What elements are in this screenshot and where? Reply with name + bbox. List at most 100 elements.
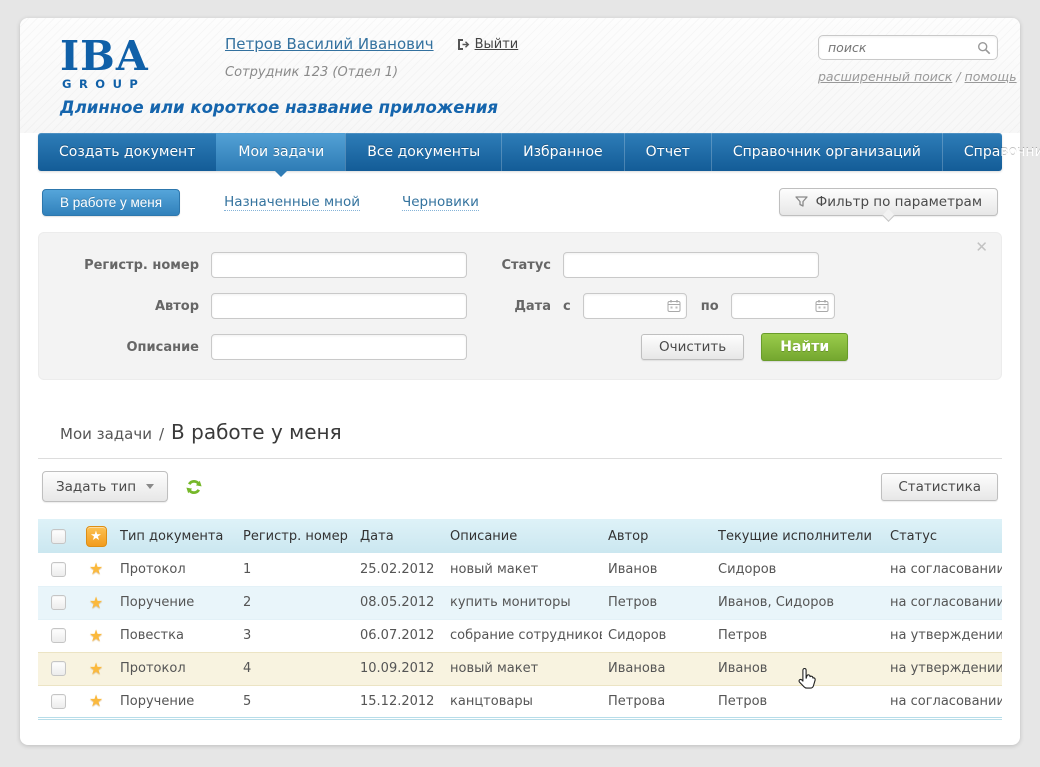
nav-tab-all-documents[interactable]: Все документы <box>345 133 501 171</box>
row-checkbox[interactable] <box>50 693 66 709</box>
table-row[interactable]: ★ Протокол 1 25.02.2012 новый макет Иван… <box>38 553 1002 586</box>
cell-status: на согласовании <box>890 693 1002 709</box>
nav-tab-org-directory[interactable]: Справочник организаций <box>710 133 942 171</box>
subnav-tab-in-my-work[interactable]: В работе у меня <box>42 188 181 216</box>
nav-tab-my-tasks[interactable]: Мои задачи <box>216 133 346 177</box>
cell-author: Петров <box>608 595 658 610</box>
advanced-search-link[interactable]: расширенный поиск <box>818 69 953 84</box>
iba-logo[interactable]: IBA GROUP <box>60 32 149 92</box>
cell-date: 08.05.2012 <box>360 595 435 610</box>
author-field[interactable] <box>211 293 467 319</box>
cell-date: 15.12.2012 <box>360 693 435 709</box>
logo-subtext: GROUP <box>62 77 146 91</box>
cell-date: 10.09.2012 <box>360 661 435 676</box>
table-row[interactable]: ★ Повестка 3 06.07.2012 собрание сотрудн… <box>38 619 1002 652</box>
subnav-tab-assigned-by-me[interactable]: Назначенные мной <box>224 193 360 211</box>
table-row[interactable]: ★ Поручение 2 08.05.2012 купить мониторы… <box>38 586 1002 619</box>
calendar-icon[interactable] <box>815 299 829 313</box>
cell-desc: новый макет <box>450 561 539 577</box>
links-separator: / <box>956 69 961 84</box>
date-to-label: по <box>700 298 719 314</box>
table-row[interactable]: ★ Поручение 5 15.12.2012 канцтовары Петр… <box>38 685 1002 718</box>
toolbar: Задать тип Статистика <box>42 471 998 502</box>
cell-type: Поручение <box>120 693 195 709</box>
row-checkbox[interactable] <box>50 628 66 643</box>
row-checkbox[interactable] <box>50 561 66 577</box>
chevron-down-icon <box>146 484 155 493</box>
row-checkbox[interactable] <box>50 595 66 610</box>
search-icon[interactable] <box>977 40 991 59</box>
search-links: расширенный поиск / помощь <box>818 69 1017 84</box>
breadcrumb-parent: Мои задачи <box>60 425 152 443</box>
app-title: Длинное или короткое название приложения <box>60 98 499 117</box>
row-checkbox[interactable] <box>50 661 66 676</box>
cell-type: Поручение <box>120 595 195 610</box>
star-icon[interactable]: ★ <box>88 559 104 579</box>
search-input[interactable] <box>818 35 998 60</box>
nav-tab-report[interactable]: Отчет <box>623 133 711 171</box>
nav-tab-directories[interactable]: Справочники <box>941 133 1040 171</box>
column-header-desc[interactable]: Описание <box>444 519 602 553</box>
select-all-checkbox[interactable] <box>50 528 66 544</box>
subnav-tab-drafts[interactable]: Черновики <box>402 193 479 211</box>
breadcrumb-separator: / <box>158 425 165 443</box>
divider <box>38 458 1002 459</box>
logo-text: IBA <box>60 32 149 80</box>
filter-icon <box>794 196 808 208</box>
cell-executors: Петров <box>718 693 768 709</box>
status-field[interactable] <box>563 252 819 278</box>
calendar-icon[interactable] <box>667 299 681 313</box>
close-icon[interactable]: ✕ <box>975 238 988 256</box>
cell-desc: новый макет <box>450 661 539 676</box>
nav-tab-favorites[interactable]: Избранное <box>501 133 624 171</box>
star-icon[interactable]: ★ <box>88 592 104 612</box>
cell-desc: канцтовары <box>450 693 533 709</box>
set-type-button[interactable]: Задать тип <box>42 471 169 502</box>
column-header-status[interactable]: Статус <box>884 519 1002 553</box>
filter-toggle-button[interactable]: Фильтр по параметрам <box>778 188 998 216</box>
clear-button[interactable]: Очистить <box>641 334 745 360</box>
page-title: В работе у меня <box>171 420 342 444</box>
column-header-author[interactable]: Автор <box>602 519 712 553</box>
table-header-row: ★ Тип документа Регистр. номер Дата Опис… <box>38 519 1002 553</box>
user-block: Петров Василий Иванович Выйти Сотрудник … <box>225 35 518 80</box>
cell-author: Иванов <box>608 561 658 577</box>
user-name-link[interactable]: Петров Василий Иванович <box>225 35 434 53</box>
reg-number-label: Регистр. номер <box>84 257 199 273</box>
description-label: Описание <box>126 339 199 355</box>
column-header-type[interactable]: Тип документа <box>114 519 237 553</box>
favorite-column-icon[interactable]: ★ <box>85 525 107 547</box>
refresh-icon[interactable] <box>185 478 203 496</box>
user-subtitle: Сотрудник 123 (Отдел 1) <box>225 65 399 80</box>
cell-desc: купить мониторы <box>450 595 571 610</box>
reg-number-field[interactable] <box>211 252 467 278</box>
cell-reg: 3 <box>243 628 252 643</box>
column-header-reg[interactable]: Регистр. номер <box>237 519 354 553</box>
cell-desc: собрание сотрудников <box>450 628 602 643</box>
column-header-date[interactable]: Дата <box>354 519 444 553</box>
cell-executors: Иванов, Сидоров <box>718 595 835 610</box>
search-block: расширенный поиск / помощь <box>818 35 1017 84</box>
find-button[interactable]: Найти <box>761 333 849 361</box>
cell-type: Протокол <box>120 561 186 577</box>
date-from-label: с <box>563 298 571 314</box>
table-row-hovered[interactable]: ★ Протокол 4 10.09.2012 новый макет Иван… <box>38 652 1002 685</box>
cell-date: 06.07.2012 <box>360 628 435 643</box>
date-label: Дата <box>514 298 551 314</box>
cell-status: на согласовании <box>890 595 1002 610</box>
nav-tab-create-document[interactable]: Создать документ <box>59 144 196 160</box>
star-icon[interactable]: ★ <box>88 658 104 678</box>
cell-executors: Иванов <box>718 661 768 676</box>
description-field[interactable] <box>211 334 467 360</box>
subnav: В работе у меня Назначенные мной Чернови… <box>42 188 998 216</box>
column-header-executors[interactable]: Текущие исполнители <box>712 519 884 553</box>
star-icon[interactable]: ★ <box>88 691 104 710</box>
cell-reg: 2 <box>243 595 252 610</box>
help-link[interactable]: помощь <box>964 69 1017 84</box>
app-window: IBA GROUP Петров Василий Иванович Выйти … <box>20 18 1040 745</box>
statistics-button[interactable]: Статистика <box>881 472 998 501</box>
logout-link[interactable]: Выйти <box>474 36 519 52</box>
star-icon[interactable]: ★ <box>88 625 104 645</box>
cell-type: Протокол <box>120 661 186 676</box>
cell-reg: 1 <box>243 561 252 577</box>
